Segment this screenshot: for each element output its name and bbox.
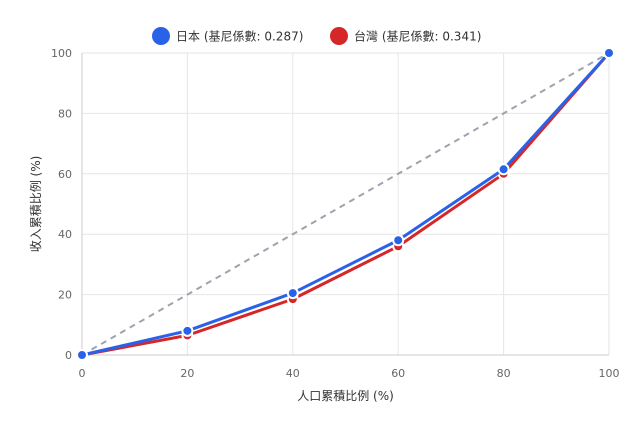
series-line (81, 51, 611, 357)
data-point[interactable] (497, 163, 510, 176)
y-tick-label: 80 (58, 107, 72, 120)
y-axis-title: 收入累積比例 (%) (28, 156, 43, 253)
data-point[interactable] (181, 324, 194, 337)
legend-item-0[interactable]: 日本 (基尼係數: 0.287) (152, 27, 303, 45)
legend-marker (152, 27, 170, 45)
x-tick-label: 20 (180, 367, 194, 380)
x-tick-label: 40 (286, 367, 300, 380)
equality-line (81, 52, 610, 356)
series-1 (76, 47, 615, 361)
y-tick-label: 0 (65, 349, 72, 362)
legend-label: 台灣 (基尼係數: 0.341) (354, 29, 481, 44)
data-point[interactable] (392, 234, 405, 247)
series-group (76, 47, 615, 361)
x-tick-label: 80 (497, 367, 511, 380)
x-tick-label: 100 (599, 367, 620, 380)
legend-label: 日本 (基尼係數: 0.287) (176, 30, 303, 44)
legend-marker (330, 27, 348, 45)
y-tick-label: 40 (58, 228, 72, 241)
x-axis-title: 人口累積比例 (%) (297, 388, 394, 403)
x-tick-label: 0 (79, 367, 86, 380)
x-tick-label: 60 (391, 367, 405, 380)
legend[interactable]: 日本 (基尼係數: 0.287) 台灣 (基尼係數: 0.341) (152, 27, 481, 45)
data-point[interactable] (286, 287, 299, 300)
axes: 0 20 40 60 80 100 0 20 40 60 80 100 (51, 47, 620, 380)
y-tick-label: 60 (58, 168, 72, 181)
equality-reference (81, 52, 610, 356)
y-tick-label: 100 (51, 47, 72, 60)
legend-item-1[interactable]: 台灣 (基尼係數: 0.341) (330, 27, 481, 45)
data-point[interactable] (76, 349, 88, 361)
series-line (81, 52, 611, 357)
data-point[interactable] (603, 47, 615, 59)
y-tick-label: 20 (58, 289, 72, 302)
series-0 (76, 47, 615, 361)
